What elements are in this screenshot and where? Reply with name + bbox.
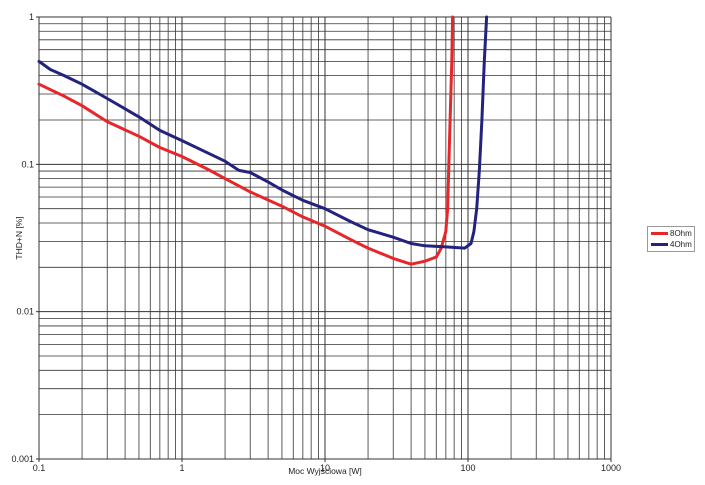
- legend-swatch-8ohm: [651, 231, 668, 235]
- y-axis-label: THD+N [%]: [14, 216, 24, 259]
- y-tick-label: 0.1: [21, 159, 34, 169]
- y-tick-label: 1: [29, 12, 34, 22]
- series-line-4ohm: [37, 15, 489, 250]
- x-tick-label: 1000: [601, 463, 621, 473]
- chart-series: [37, 15, 489, 266]
- legend-label-4ohm: 4Ohm: [670, 239, 692, 249]
- chart-grid: [38, 16, 612, 460]
- x-tick-label: 1: [179, 463, 184, 473]
- x-tick-label: 100: [460, 463, 475, 473]
- x-axis-label: Moc Wyjściowa [W]: [288, 466, 362, 476]
- y-tick-label: 0.01: [16, 307, 34, 317]
- chart-legend: 8Ohm 4Ohm: [647, 226, 695, 252]
- legend-label-8ohm: 8Ohm: [670, 228, 692, 238]
- legend-item-8ohm: 8Ohm: [651, 228, 692, 238]
- axis-ticks: 0.1 1 10 100 1000 0.001 0.01 0.1 1: [11, 12, 621, 473]
- legend-swatch-4ohm: [651, 242, 668, 246]
- x-tick-label: 10: [320, 463, 330, 473]
- y-tick-label: 0.001: [11, 454, 34, 464]
- x-tick-label: 0.1: [33, 463, 46, 473]
- series-line-8ohm: [37, 15, 455, 266]
- legend-item-4ohm: 4Ohm: [651, 239, 692, 249]
